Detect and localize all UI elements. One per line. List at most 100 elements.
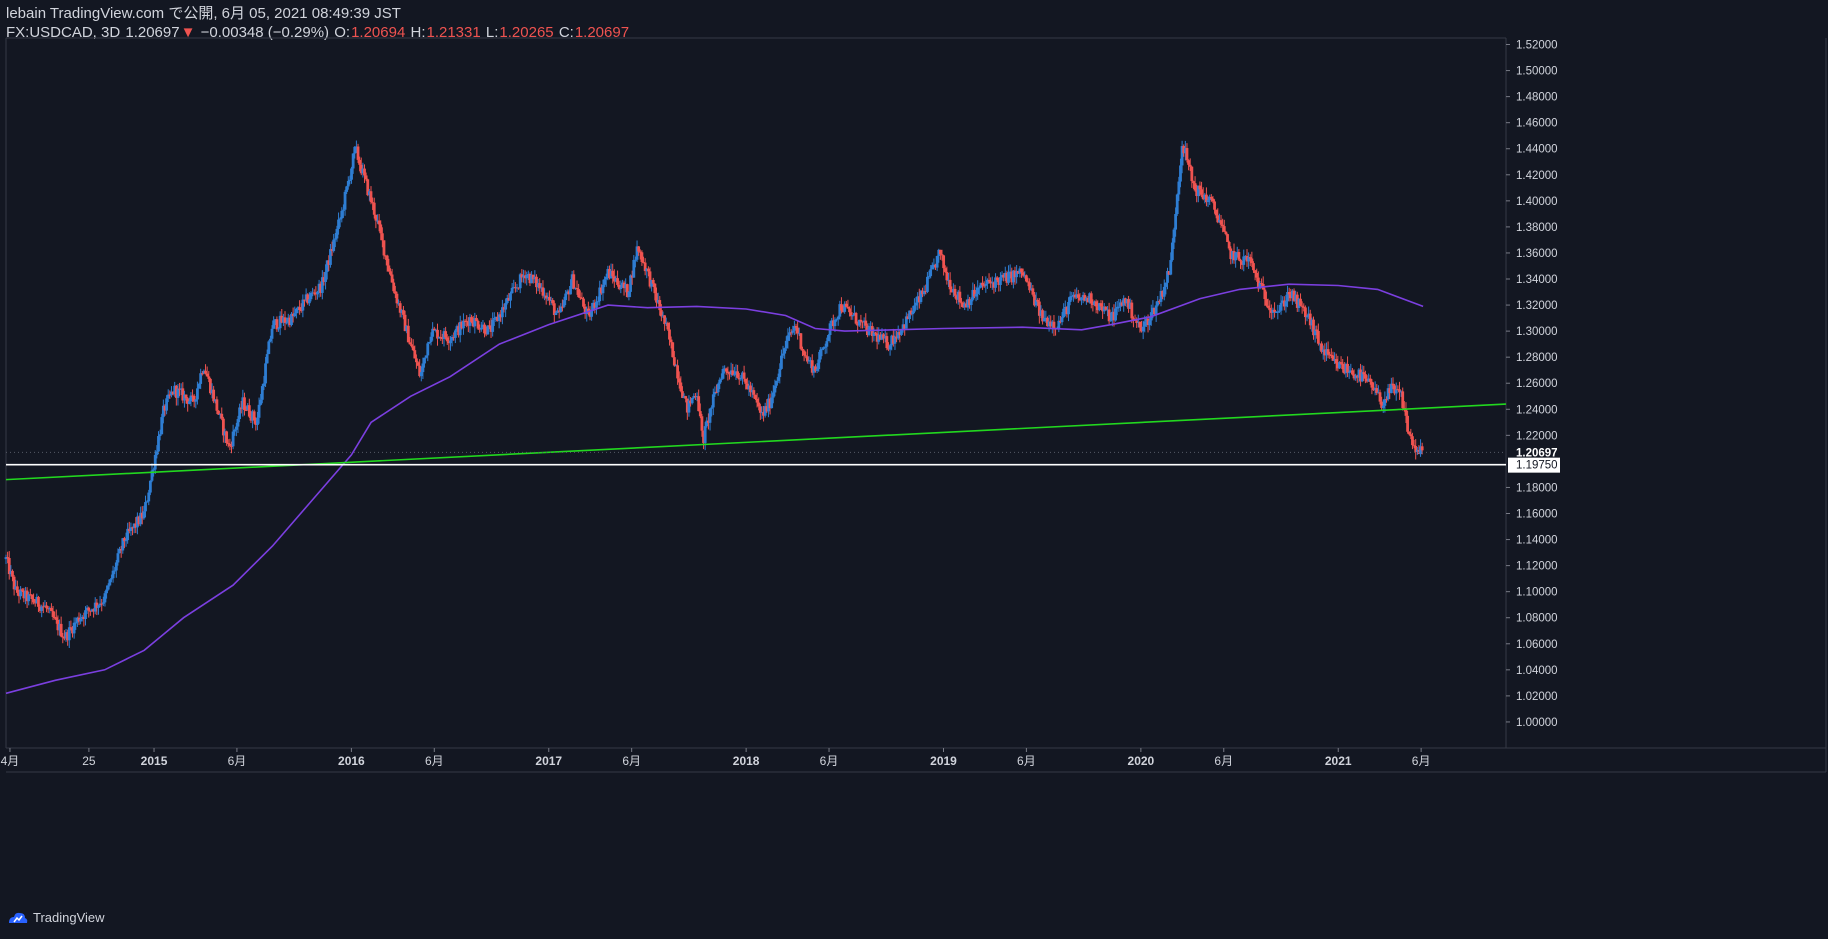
y-tick-label: 1.16000	[1516, 509, 1558, 521]
candle-body	[609, 270, 613, 279]
candle-body	[450, 337, 454, 341]
candle-body	[1136, 321, 1140, 323]
candle-body	[1182, 146, 1186, 154]
candle-body	[655, 293, 658, 303]
candle-body	[252, 411, 256, 421]
candle-body	[575, 287, 579, 290]
candle-body	[66, 632, 70, 641]
candle-body	[170, 391, 173, 396]
candle-body	[119, 548, 123, 551]
candle-body	[823, 346, 827, 348]
candle-body	[1067, 301, 1070, 315]
candle-body	[742, 372, 746, 379]
candle-body	[152, 469, 156, 471]
y-tick-label: 1.40000	[1516, 196, 1558, 208]
candle-body	[356, 146, 360, 160]
candle-body	[1211, 198, 1215, 202]
candle-body	[784, 340, 788, 349]
candle-body	[799, 333, 803, 349]
candle-body	[1370, 381, 1374, 388]
candle-body	[1391, 383, 1395, 386]
candle-body	[1256, 277, 1260, 289]
candle-body	[67, 627, 71, 641]
candle-body	[1112, 311, 1116, 321]
candle-body	[24, 590, 27, 599]
candle-body	[1247, 257, 1251, 262]
symbol-label[interactable]: FX:USDCAD, 3D	[6, 24, 121, 41]
candle-body	[1078, 297, 1082, 301]
candle-body	[617, 284, 621, 290]
y-tick-label: 1.44000	[1516, 144, 1558, 156]
candle-body	[379, 224, 383, 234]
candle-body	[1292, 290, 1296, 301]
candle-body	[825, 341, 829, 347]
candle-body	[314, 293, 318, 295]
candle-body	[114, 562, 118, 571]
candle-body	[332, 239, 336, 251]
candle-body	[304, 294, 308, 300]
candle-body	[805, 356, 809, 362]
candle-body	[1409, 434, 1413, 437]
candle-body	[393, 291, 397, 294]
candle-body	[1224, 231, 1228, 235]
candle-body	[88, 610, 92, 612]
candle-body	[754, 394, 757, 399]
candle-body	[741, 372, 744, 379]
candle-body	[1221, 224, 1225, 227]
footer-brand[interactable]: TradingView	[33, 910, 105, 925]
candle-body	[1008, 271, 1012, 273]
candle-body	[457, 326, 460, 336]
candle-body	[27, 594, 31, 602]
candle-body	[19, 589, 22, 597]
candle-body	[173, 385, 177, 395]
candle-body	[634, 259, 637, 261]
candle-body	[632, 259, 636, 278]
candle-body	[638, 251, 642, 253]
candle-body	[1115, 306, 1119, 309]
candle-body	[1242, 256, 1246, 265]
candle-body	[316, 291, 319, 295]
candle-body	[926, 276, 929, 292]
candle-body	[25, 590, 29, 602]
candle-body	[364, 175, 368, 180]
candle-body	[61, 636, 65, 638]
candle-body	[767, 398, 770, 412]
candle-body	[366, 179, 370, 196]
candle-body	[220, 413, 224, 419]
candle-body	[402, 310, 405, 315]
candle-body	[1347, 372, 1351, 374]
y-tick-label: 1.26000	[1516, 378, 1558, 390]
candle-body	[168, 394, 172, 396]
candle-body	[303, 299, 306, 301]
candle-body	[87, 607, 91, 611]
close-label: C:	[558, 24, 574, 41]
candle-body	[674, 365, 678, 367]
candle-body	[405, 325, 409, 332]
down-arrow-icon: ▼	[180, 24, 196, 41]
candle-body	[802, 350, 806, 356]
candle-body	[1140, 327, 1143, 332]
candle-body	[827, 335, 830, 342]
candle-body	[796, 327, 800, 334]
candle-body	[1389, 383, 1393, 394]
candle-body	[671, 342, 675, 358]
candle-body	[345, 186, 349, 192]
candle-body	[382, 240, 386, 256]
candle-body	[1120, 302, 1124, 306]
candle-body	[1227, 241, 1231, 249]
candle-body	[426, 343, 430, 356]
candle-body	[794, 326, 798, 328]
candle-body	[848, 308, 851, 313]
candle-body	[1135, 320, 1139, 323]
candle-body	[1011, 270, 1015, 283]
candle-body	[1013, 270, 1017, 278]
candle-body	[157, 436, 160, 452]
last-price-badge	[1508, 444, 1560, 460]
candle-body	[684, 396, 688, 399]
candle-body	[510, 287, 514, 294]
candle-body	[444, 331, 448, 338]
candle-body	[1128, 302, 1132, 309]
candle-body	[166, 394, 170, 399]
candle-body	[569, 285, 572, 295]
